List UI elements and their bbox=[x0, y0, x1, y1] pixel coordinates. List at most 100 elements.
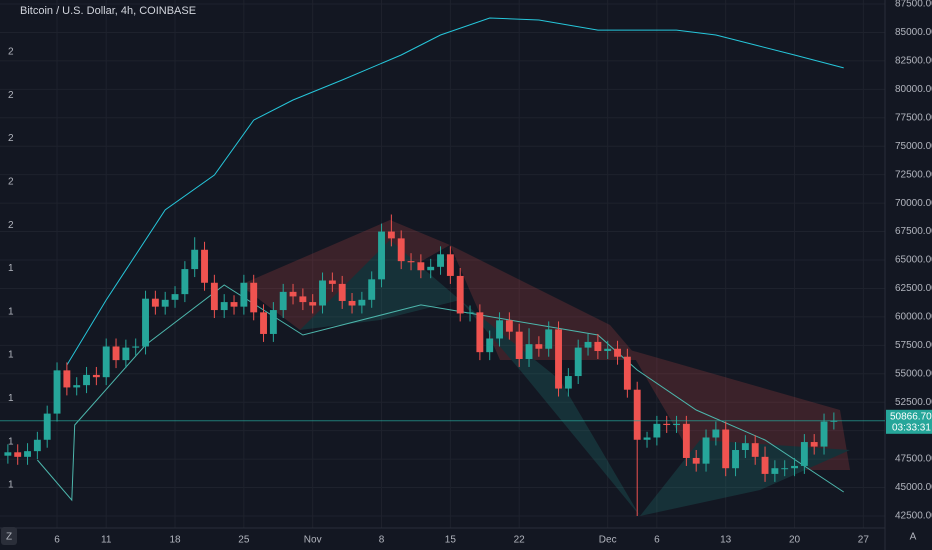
candle-body bbox=[564, 376, 572, 389]
fan-area bbox=[640, 440, 850, 516]
candle-body bbox=[299, 296, 307, 303]
button-label[interactable]: A bbox=[910, 532, 917, 543]
candle-body bbox=[240, 282, 248, 307]
candle-body bbox=[535, 344, 543, 349]
candle-body bbox=[122, 347, 130, 361]
candle-body bbox=[820, 421, 828, 447]
x-tick-label: 6 bbox=[54, 535, 60, 546]
candle-body bbox=[43, 413, 51, 440]
y-tick-label: 85000.00 bbox=[895, 27, 932, 38]
candle-body bbox=[319, 280, 326, 306]
candle-body bbox=[486, 338, 494, 353]
candle-body bbox=[181, 269, 189, 295]
x-tick-label: 8 bbox=[379, 535, 385, 546]
indicator-scale-label: 1 bbox=[8, 350, 14, 361]
candle-body bbox=[594, 341, 602, 352]
y-tick-label: 55000.00 bbox=[895, 368, 932, 379]
candle-body bbox=[338, 283, 346, 301]
candle-body bbox=[574, 347, 582, 377]
candle-body bbox=[751, 443, 759, 457]
candle-body bbox=[761, 456, 769, 474]
candle-body bbox=[505, 320, 513, 332]
x-tick-label: 6 bbox=[654, 535, 660, 546]
candle-body bbox=[397, 238, 405, 262]
candle-body bbox=[614, 348, 621, 357]
last-price-label: 50866.70 bbox=[890, 411, 932, 422]
button-label[interactable]: Z bbox=[6, 532, 12, 543]
x-tick-label: Nov bbox=[304, 535, 322, 546]
fan-area bbox=[240, 220, 450, 330]
candle-body bbox=[515, 331, 523, 359]
indicator-line bbox=[37, 284, 844, 502]
candle-body bbox=[230, 302, 238, 307]
x-tick-label: 15 bbox=[445, 535, 457, 546]
candle-body bbox=[466, 312, 474, 314]
indicator-scale-label: 2 bbox=[8, 47, 14, 58]
x-tick-label: 11 bbox=[101, 535, 112, 546]
y-tick-label: 45000.00 bbox=[895, 482, 932, 493]
candle-body bbox=[102, 346, 110, 378]
candle-body bbox=[417, 262, 425, 271]
candle-body bbox=[623, 356, 631, 390]
chart-title: Bitcoin / U.S. Dollar, 4h, COINBASE bbox=[20, 5, 196, 17]
indicator-scale-label: 2 bbox=[8, 177, 14, 188]
candle-body bbox=[24, 451, 31, 457]
candle-body bbox=[250, 282, 258, 313]
last-price-box bbox=[886, 409, 932, 434]
candle-body bbox=[4, 452, 12, 456]
indicator-scale-label: 1 bbox=[8, 306, 14, 317]
candle-body bbox=[368, 279, 376, 300]
candle-body bbox=[53, 370, 61, 414]
indicator-scale-label: 1 bbox=[8, 436, 14, 447]
candle-body bbox=[643, 437, 651, 440]
candle-body bbox=[800, 442, 808, 466]
y-tick-label: 57500.00 bbox=[895, 340, 932, 351]
candle-body bbox=[387, 231, 395, 239]
candle-body bbox=[269, 310, 277, 334]
y-tick-label: 72500.00 bbox=[895, 169, 932, 180]
candle-body bbox=[289, 291, 297, 297]
candle-body bbox=[201, 249, 208, 283]
plot bbox=[4, 17, 844, 516]
candle-body bbox=[712, 429, 720, 438]
y-tick-label: 62500.00 bbox=[895, 283, 932, 294]
candle-body bbox=[633, 389, 641, 440]
candle-body bbox=[358, 299, 366, 306]
candle-body bbox=[673, 423, 680, 425]
y-tick-label: 42500.00 bbox=[895, 511, 932, 522]
indicator-scale-label: 2 bbox=[8, 133, 14, 144]
candle-body bbox=[83, 374, 90, 386]
candle-body bbox=[407, 261, 415, 263]
x-tick-label: 27 bbox=[858, 535, 870, 546]
candle-body bbox=[92, 374, 100, 378]
candle-body bbox=[456, 275, 464, 314]
x-tick-label: 25 bbox=[238, 535, 250, 546]
candle-body bbox=[260, 312, 267, 334]
candle-body bbox=[446, 254, 454, 276]
indicator-line bbox=[66, 17, 844, 366]
y-tick-label: 82500.00 bbox=[895, 56, 932, 67]
candle-body bbox=[692, 457, 700, 464]
y-tick-label: 70000.00 bbox=[895, 198, 932, 209]
candle-body bbox=[476, 312, 484, 353]
y-tick-label: 87500.00 bbox=[895, 0, 932, 10]
y-tick-label: 80000.00 bbox=[895, 84, 932, 95]
zoom-button[interactable] bbox=[1, 527, 17, 545]
candle-body bbox=[584, 341, 592, 348]
candle-body bbox=[555, 329, 562, 389]
candle-body bbox=[279, 291, 287, 311]
candle-body bbox=[348, 300, 356, 306]
indicator-scale-label: 2 bbox=[8, 90, 14, 101]
indicator-scale-label: 1 bbox=[8, 480, 14, 491]
candle-body bbox=[722, 429, 730, 469]
candle-body bbox=[112, 346, 120, 361]
candle-body bbox=[604, 348, 612, 352]
x-tick-label: Dec bbox=[599, 535, 617, 546]
candle-body bbox=[653, 423, 661, 438]
candle-body bbox=[732, 450, 739, 469]
x-tick-label: 13 bbox=[720, 535, 732, 546]
candle-body bbox=[496, 320, 503, 339]
y-tick-label: 77500.00 bbox=[895, 112, 932, 123]
y-tick-label: 47500.00 bbox=[895, 454, 932, 465]
